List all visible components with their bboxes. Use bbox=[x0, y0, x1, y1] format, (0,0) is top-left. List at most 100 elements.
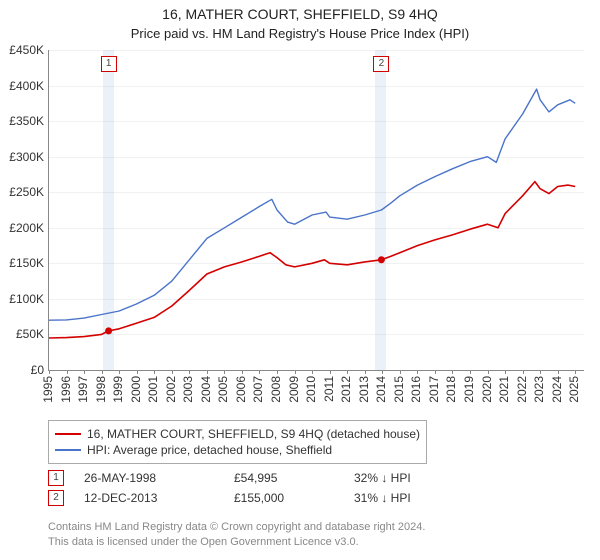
x-tick bbox=[400, 370, 401, 374]
x-tick-label: 2008 bbox=[269, 376, 283, 403]
x-tick bbox=[365, 370, 366, 374]
x-tick-label: 2009 bbox=[287, 376, 301, 403]
y-tick-label: £450K bbox=[0, 43, 44, 57]
x-tick-label: 1995 bbox=[41, 376, 55, 403]
x-tick-label: 2025 bbox=[567, 376, 581, 403]
title-line-1: 16, MATHER COURT, SHEFFIELD, S9 4HQ bbox=[0, 6, 600, 22]
x-tick-label: 1997 bbox=[76, 376, 90, 403]
x-tick-label: 2020 bbox=[480, 376, 494, 403]
x-tick-label: 2006 bbox=[234, 376, 248, 403]
x-tick-label: 2019 bbox=[462, 376, 476, 403]
x-tick-label: 2013 bbox=[357, 376, 371, 403]
x-tick-label: 1999 bbox=[111, 376, 125, 403]
x-tick bbox=[540, 370, 541, 374]
legend-label-hpi: HPI: Average price, detached house, Shef… bbox=[87, 443, 332, 457]
title-line-2: Price paid vs. HM Land Registry's House … bbox=[0, 26, 600, 41]
y-tick-label: £0 bbox=[0, 363, 44, 377]
x-tick-label: 2016 bbox=[409, 376, 423, 403]
y-tick-label: £350K bbox=[0, 114, 44, 128]
x-tick bbox=[523, 370, 524, 374]
sale-row: 1 26-MAY-1998 £54,995 32% ↓ HPI bbox=[48, 470, 454, 486]
y-tick-label: £300K bbox=[0, 150, 44, 164]
y-tick-label: £150K bbox=[0, 256, 44, 270]
sale-row: 2 12-DEC-2013 £155,000 31% ↓ HPI bbox=[48, 490, 454, 506]
x-tick bbox=[259, 370, 260, 374]
legend: 16, MATHER COURT, SHEFFIELD, S9 4HQ (det… bbox=[48, 420, 427, 464]
x-tick bbox=[67, 370, 68, 374]
x-tick bbox=[189, 370, 190, 374]
x-tick-label: 1996 bbox=[59, 376, 73, 403]
sale-marker: 2 bbox=[373, 56, 389, 72]
x-tick bbox=[207, 370, 208, 374]
x-tick-label: 1998 bbox=[94, 376, 108, 403]
x-tick bbox=[488, 370, 489, 374]
x-tick bbox=[119, 370, 120, 374]
sale-dot bbox=[378, 256, 385, 263]
x-tick bbox=[330, 370, 331, 374]
x-tick bbox=[172, 370, 173, 374]
x-tick-label: 2018 bbox=[444, 376, 458, 403]
hpi-line bbox=[49, 89, 575, 320]
y-tick-label: £100K bbox=[0, 292, 44, 306]
x-tick bbox=[347, 370, 348, 374]
x-tick bbox=[277, 370, 278, 374]
y-gridline bbox=[49, 370, 584, 371]
x-tick-label: 2014 bbox=[374, 376, 388, 403]
legend-swatch-hpi bbox=[55, 449, 81, 451]
x-tick bbox=[470, 370, 471, 374]
y-tick-label: £50K bbox=[0, 327, 44, 341]
legend-row-property: 16, MATHER COURT, SHEFFIELD, S9 4HQ (det… bbox=[55, 427, 420, 441]
chart-container: 16, MATHER COURT, SHEFFIELD, S9 4HQ Pric… bbox=[0, 0, 600, 560]
x-tick-label: 2003 bbox=[181, 376, 195, 403]
x-tick bbox=[382, 370, 383, 374]
property-line bbox=[49, 182, 575, 338]
x-tick bbox=[154, 370, 155, 374]
x-tick-label: 2023 bbox=[532, 376, 546, 403]
sale-date: 12-DEC-2013 bbox=[84, 491, 214, 505]
sale-marker-box: 1 bbox=[48, 470, 64, 486]
x-tick-label: 2012 bbox=[339, 376, 353, 403]
x-tick-label: 2004 bbox=[199, 376, 213, 403]
sale-pct: 31% ↓ HPI bbox=[354, 491, 454, 505]
sale-price: £54,995 bbox=[234, 471, 334, 485]
x-tick-label: 2022 bbox=[515, 376, 529, 403]
x-tick-label: 2015 bbox=[392, 376, 406, 403]
x-tick bbox=[49, 370, 50, 374]
legend-swatch-property bbox=[55, 433, 81, 435]
x-tick bbox=[102, 370, 103, 374]
x-tick bbox=[224, 370, 225, 374]
x-tick-label: 2000 bbox=[129, 376, 143, 403]
sale-price: £155,000 bbox=[234, 491, 334, 505]
x-tick bbox=[505, 370, 506, 374]
y-tick-label: £200K bbox=[0, 221, 44, 235]
x-tick bbox=[137, 370, 138, 374]
x-tick-label: 2002 bbox=[164, 376, 178, 403]
x-tick-label: 2005 bbox=[216, 376, 230, 403]
y-tick-label: £400K bbox=[0, 79, 44, 93]
x-tick-label: 2007 bbox=[251, 376, 265, 403]
y-tick-label: £250K bbox=[0, 185, 44, 199]
x-tick bbox=[575, 370, 576, 374]
footer: Contains HM Land Registry data © Crown c… bbox=[48, 520, 425, 550]
footer-line-2: This data is licensed under the Open Gov… bbox=[48, 535, 425, 550]
x-tick bbox=[295, 370, 296, 374]
x-tick bbox=[558, 370, 559, 374]
x-tick-label: 2011 bbox=[322, 376, 336, 402]
x-tick bbox=[435, 370, 436, 374]
x-tick bbox=[452, 370, 453, 374]
sale-dot bbox=[105, 327, 112, 334]
x-tick-label: 2010 bbox=[304, 376, 318, 403]
x-tick bbox=[242, 370, 243, 374]
x-tick-label: 2017 bbox=[427, 376, 441, 403]
x-tick-label: 2024 bbox=[550, 376, 564, 403]
x-tick bbox=[417, 370, 418, 374]
sale-date: 26-MAY-1998 bbox=[84, 471, 214, 485]
chart-svg bbox=[49, 50, 584, 370]
x-tick bbox=[84, 370, 85, 374]
legend-label-property: 16, MATHER COURT, SHEFFIELD, S9 4HQ (det… bbox=[87, 427, 420, 441]
x-tick-label: 2001 bbox=[146, 376, 160, 403]
footer-line-1: Contains HM Land Registry data © Crown c… bbox=[48, 520, 425, 535]
legend-row-hpi: HPI: Average price, detached house, Shef… bbox=[55, 443, 420, 457]
sale-marker-box: 2 bbox=[48, 490, 64, 506]
sale-pct: 32% ↓ HPI bbox=[354, 471, 454, 485]
